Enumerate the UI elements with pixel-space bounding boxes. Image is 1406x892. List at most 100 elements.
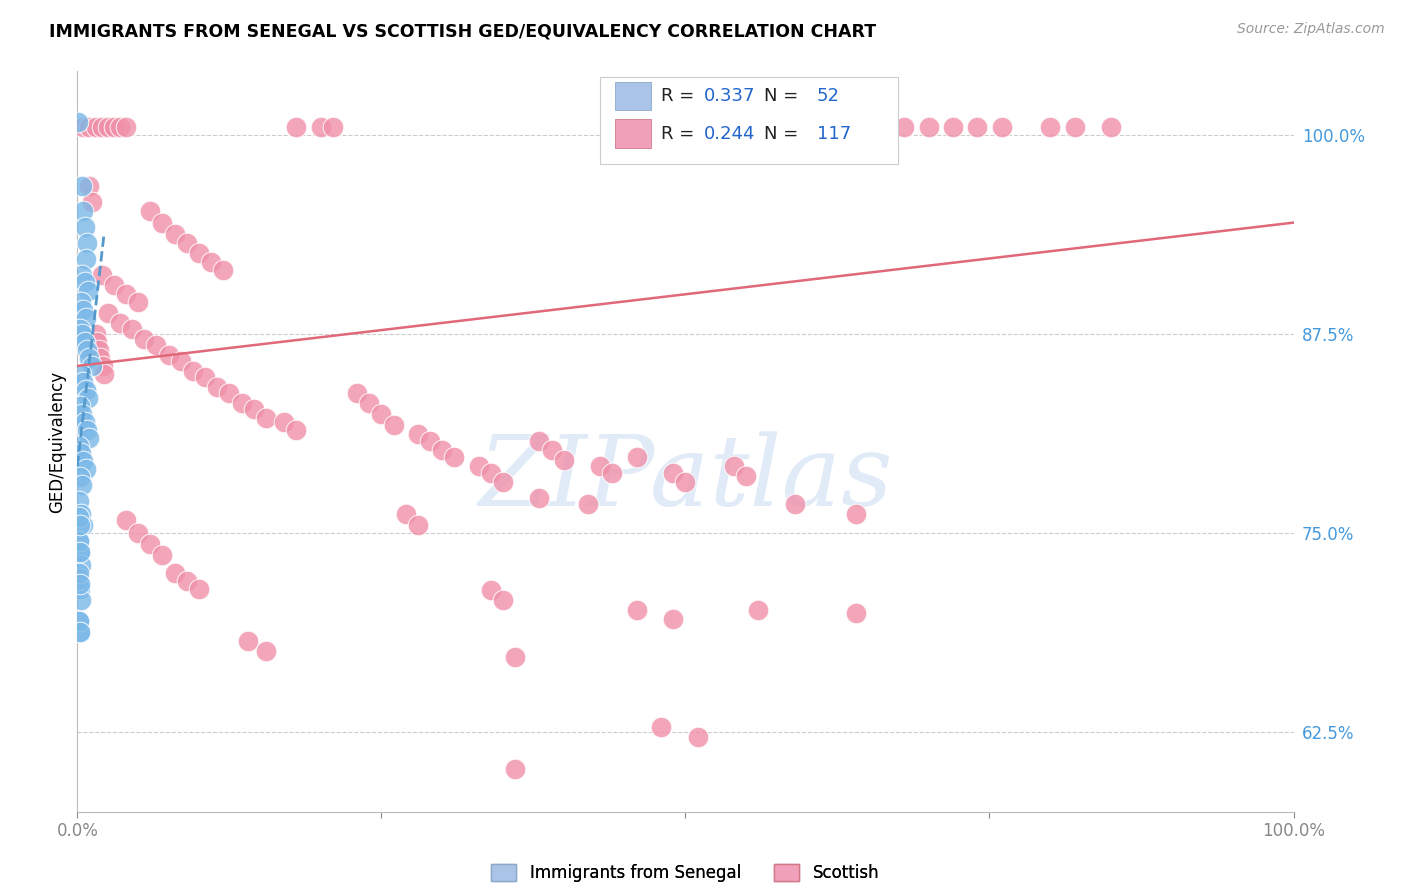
Point xyxy=(188,582,211,596)
Point xyxy=(1063,120,1085,134)
Point xyxy=(845,606,868,620)
Point xyxy=(70,268,93,282)
Point xyxy=(479,583,502,598)
Point xyxy=(70,295,93,310)
Point xyxy=(152,216,174,230)
Text: 117: 117 xyxy=(817,125,851,143)
Point xyxy=(662,612,685,626)
Point xyxy=(72,518,94,533)
Point xyxy=(942,120,965,134)
Point xyxy=(97,306,120,320)
Text: 52: 52 xyxy=(817,87,839,104)
Point xyxy=(918,120,941,134)
Point xyxy=(72,204,94,219)
Point xyxy=(686,730,709,744)
Point xyxy=(285,423,308,437)
Point xyxy=(77,391,100,405)
Point xyxy=(188,245,211,260)
Point xyxy=(254,644,277,658)
Point xyxy=(231,395,253,409)
Point xyxy=(152,549,174,563)
Point xyxy=(127,295,149,310)
Point xyxy=(163,566,186,580)
Point xyxy=(75,462,97,476)
Point xyxy=(115,513,138,527)
Point xyxy=(432,443,454,458)
Point xyxy=(492,475,515,490)
Point xyxy=(650,720,672,734)
Point xyxy=(626,602,648,616)
Point xyxy=(72,375,94,389)
Point xyxy=(200,255,222,269)
Point xyxy=(90,268,112,282)
Point xyxy=(479,466,502,480)
FancyBboxPatch shape xyxy=(614,120,651,147)
Point xyxy=(72,303,94,318)
Point xyxy=(346,386,368,401)
Point xyxy=(69,582,91,596)
Point xyxy=(205,379,228,393)
Point xyxy=(73,415,96,429)
Point xyxy=(67,494,90,508)
Point xyxy=(93,367,115,381)
Point xyxy=(139,537,162,551)
Point xyxy=(91,359,114,373)
Point xyxy=(67,614,90,628)
Point xyxy=(108,316,131,330)
Point xyxy=(254,411,277,425)
Point xyxy=(503,650,526,665)
Point xyxy=(70,327,93,342)
Point xyxy=(70,478,93,492)
Point xyxy=(309,120,332,134)
Point xyxy=(395,507,418,521)
Point xyxy=(80,359,103,373)
Point xyxy=(576,498,599,512)
Point xyxy=(273,415,295,429)
Point xyxy=(503,762,526,776)
Point xyxy=(69,470,91,484)
Point xyxy=(108,120,131,134)
Point xyxy=(212,263,235,277)
Point xyxy=(893,120,915,134)
Text: R =: R = xyxy=(661,87,695,104)
Point xyxy=(218,386,240,401)
Text: N =: N = xyxy=(765,87,799,104)
Point xyxy=(84,120,107,134)
Point xyxy=(67,614,90,628)
Point xyxy=(157,348,180,362)
Point xyxy=(181,364,204,378)
Point xyxy=(675,475,697,490)
Point xyxy=(194,370,217,384)
Point xyxy=(69,624,91,639)
Point xyxy=(76,423,98,437)
Point xyxy=(115,120,138,134)
Text: N =: N = xyxy=(765,125,799,143)
Point xyxy=(73,334,96,349)
Point xyxy=(76,343,98,357)
Point xyxy=(747,602,769,616)
Point xyxy=(783,498,806,512)
Text: 0.244: 0.244 xyxy=(703,125,755,143)
Point xyxy=(163,227,186,241)
Point xyxy=(662,466,685,480)
Point xyxy=(145,338,167,352)
Point xyxy=(529,434,551,448)
Point xyxy=(67,534,90,549)
Y-axis label: GED/Equivalency: GED/Equivalency xyxy=(48,370,66,513)
Point xyxy=(70,407,93,421)
Point xyxy=(79,351,101,365)
Point xyxy=(79,120,101,134)
Point xyxy=(86,334,108,349)
Point xyxy=(382,417,405,432)
Text: IMMIGRANTS FROM SENEGAL VS SCOTTISH GED/EQUIVALENCY CORRELATION CHART: IMMIGRANTS FROM SENEGAL VS SCOTTISH GED/… xyxy=(49,22,876,40)
Point xyxy=(540,443,562,458)
Point xyxy=(1099,120,1122,134)
Point xyxy=(69,518,91,533)
Point xyxy=(76,236,98,251)
Point xyxy=(796,120,818,134)
Text: Source: ZipAtlas.com: Source: ZipAtlas.com xyxy=(1237,22,1385,37)
Point xyxy=(127,526,149,541)
Text: 0.337: 0.337 xyxy=(703,87,755,104)
Point xyxy=(242,401,264,416)
Point xyxy=(70,367,93,381)
